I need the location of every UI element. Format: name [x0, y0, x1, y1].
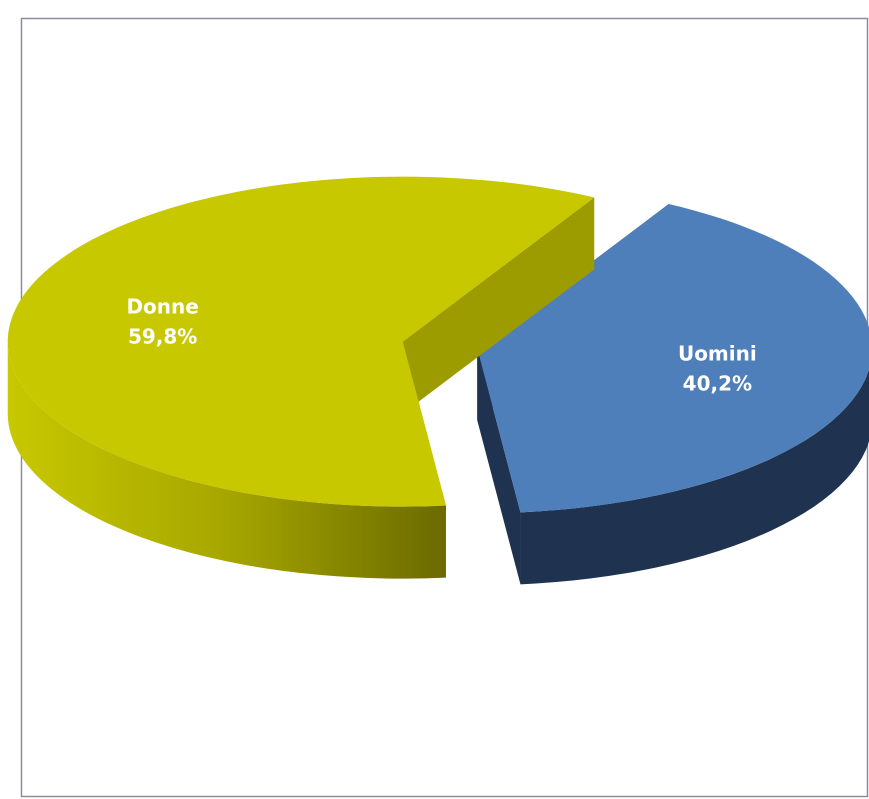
pie-slices — [7, 176, 869, 585]
pie-slice-donne-cut-face-2 — [402, 197, 595, 414]
pie-label-uomini-name: Uomini — [678, 342, 757, 366]
pie-slice-donne-top — [7, 176, 595, 507]
pie-label-donne-name: Donne — [126, 294, 198, 318]
pie-slice-uomini-side — [520, 369, 869, 585]
pie-slice-donne-side — [7, 341, 446, 579]
pie-slice-donne — [7, 176, 595, 579]
pie-label-uomini-value: 40,2% — [683, 372, 752, 396]
pie-slice-uomini-cut-face-2 — [477, 348, 521, 585]
pie-labels: Uomini 40,2% Donne 59,8% — [126, 294, 756, 395]
pie-label-donne-value: 59,8% — [128, 324, 197, 348]
